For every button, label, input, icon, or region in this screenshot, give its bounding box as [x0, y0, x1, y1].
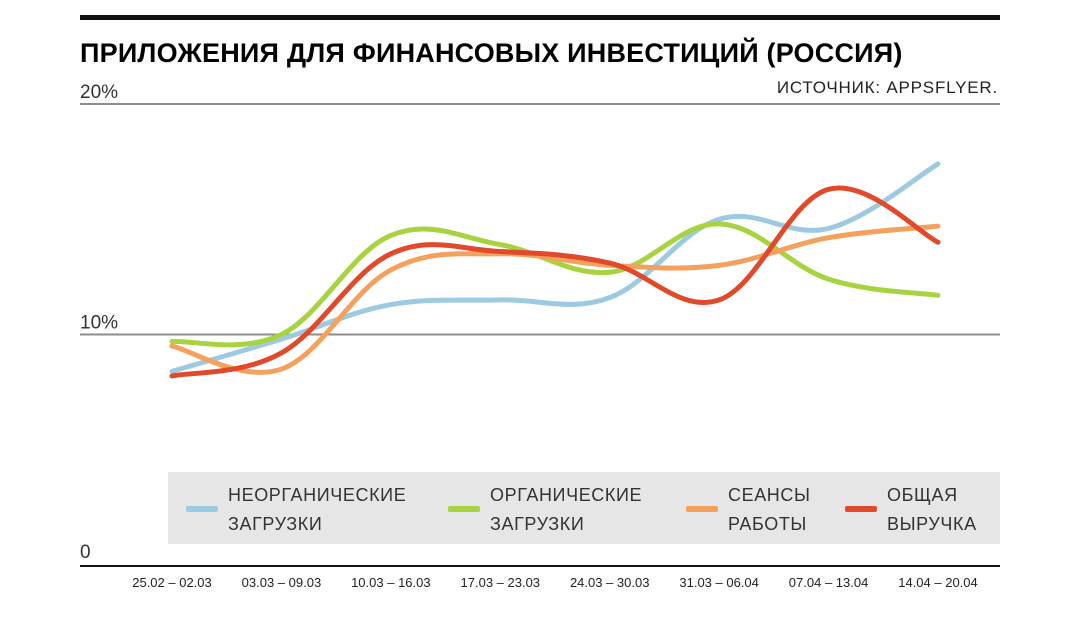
x-axis-ticks: 25.02 – 02.03 03.03 – 09.03 10.03 – 16.03 1… — [132, 575, 978, 590]
y-tick-label: 20% — [80, 82, 118, 103]
legend-label: СЕАНСЫ РАБОТЫ — [728, 485, 811, 534]
legend: НЕОРГАНИЧЕСКИЕ ЗАГРУЗКИ ОРГАНИЧЕСКИЕ ЗАГРУЗ… — [168, 472, 1000, 544]
x-axis-line — [80, 565, 1000, 567]
gridline-10 — [80, 333, 1000, 336]
top-rule — [80, 15, 1000, 20]
x-tick-label: 07.04 – 13.04 — [789, 575, 869, 590]
legend-swatch — [448, 506, 480, 512]
x-tick-label: 10.03 – 16.03 — [351, 575, 431, 590]
legend-swatch — [686, 506, 718, 512]
x-tick-label: 24.03 – 30.03 — [570, 575, 650, 590]
legend-label: ОБЩАЯ ВЫРУЧКА — [887, 485, 977, 534]
series-line-неорганические-загрузки — [169, 161, 941, 374]
series-line-сеансы-работы — [169, 223, 941, 375]
x-tick-label: 25.02 – 02.03 — [132, 575, 212, 590]
y-tick-label: 0 — [80, 542, 91, 563]
series-line-органические-загрузки — [169, 221, 941, 348]
legend-label: ОРГАНИЧЕСКИЕ ЗАГРУЗКИ — [490, 485, 642, 534]
legend-swatch — [845, 506, 877, 512]
x-tick-label: 03.03 – 09.03 — [242, 575, 322, 590]
series-lines — [169, 161, 941, 379]
y-axis-ticks: 0 10% 20% — [80, 82, 118, 563]
x-tick-label: 31.03 – 06.04 — [679, 575, 759, 590]
y-tick-label: 10% — [80, 313, 118, 334]
x-tick-label: 14.04 – 20.04 — [898, 575, 978, 590]
legend-label: НЕОРГАНИЧЕСКИЕ ЗАГРУЗКИ — [228, 485, 406, 534]
chart-source: ИСТОЧНИК: APPSFLYER. — [777, 78, 998, 97]
gridline-20 — [80, 103, 1000, 105]
legend-swatch — [186, 506, 218, 512]
x-tick-label: 17.03 – 23.03 — [461, 575, 541, 590]
chart-title: ПРИЛОЖЕНИЯ ДЛЯ ФИНАНСОВЫХ ИНВЕСТИЦИЙ (РО… — [80, 37, 903, 68]
gridlines — [80, 103, 1000, 336]
series-line-общая-выручка — [169, 185, 941, 379]
